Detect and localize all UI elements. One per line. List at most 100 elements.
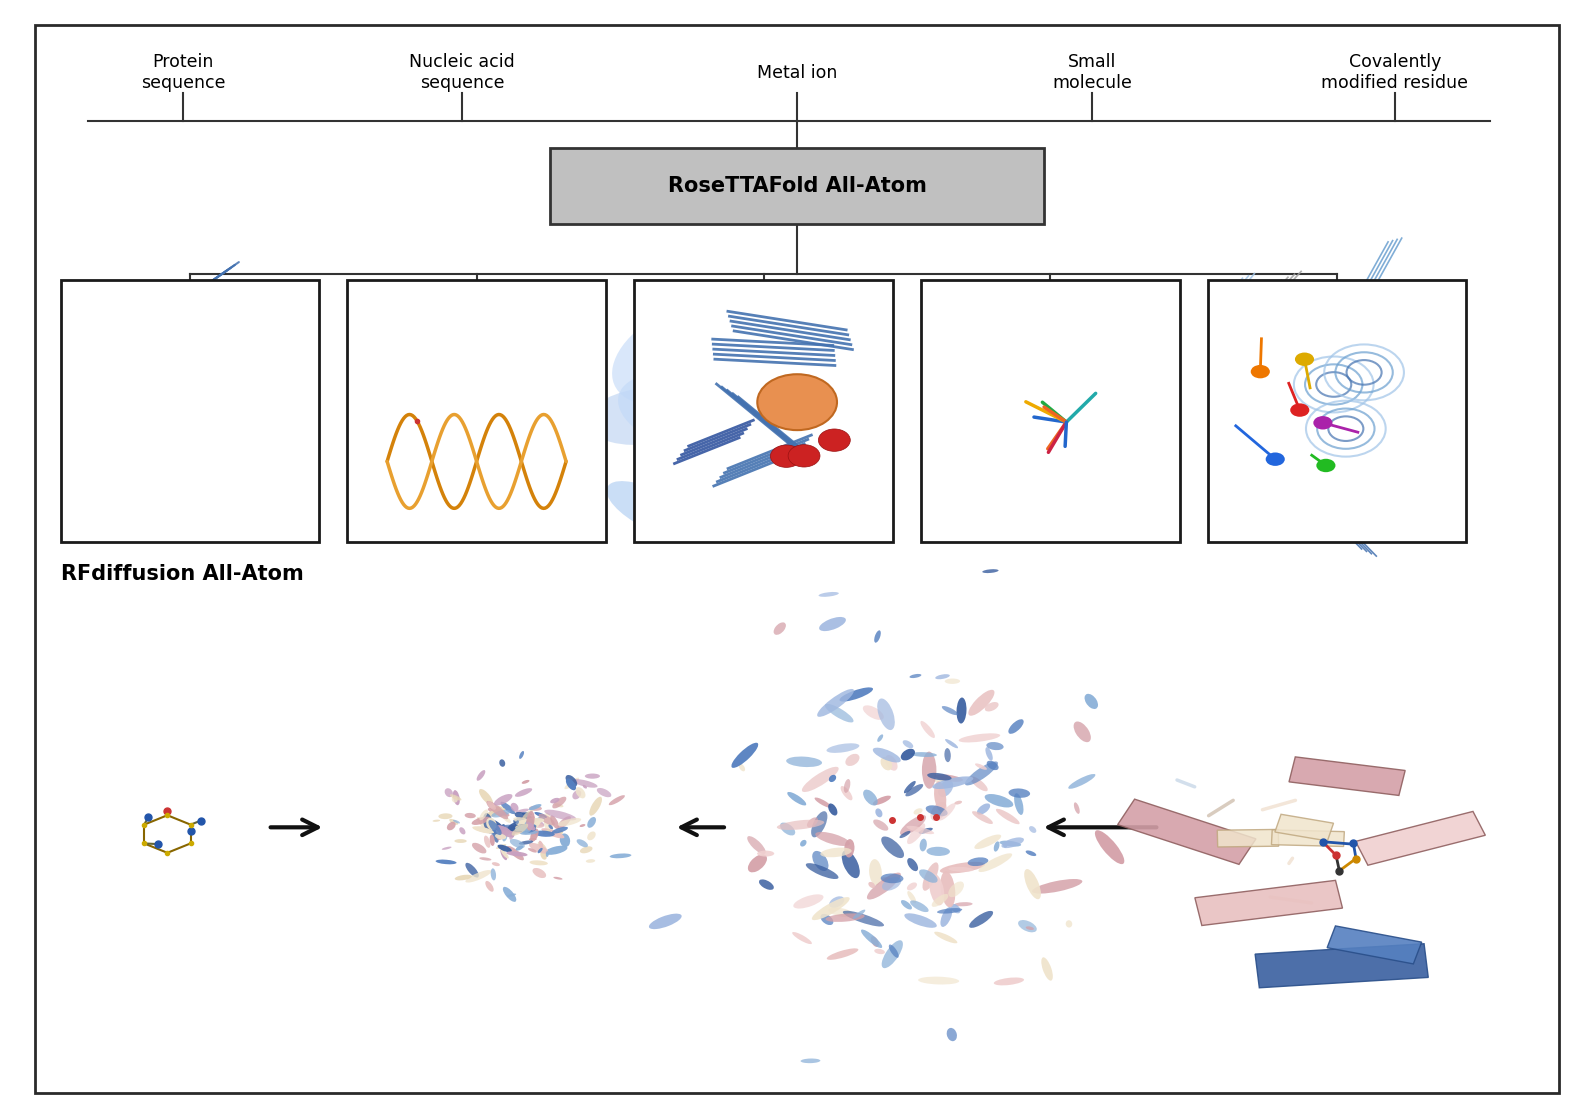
Ellipse shape <box>577 840 588 847</box>
Ellipse shape <box>968 858 988 866</box>
Ellipse shape <box>497 825 516 831</box>
Ellipse shape <box>969 911 993 928</box>
Ellipse shape <box>955 800 963 805</box>
Ellipse shape <box>552 797 566 808</box>
Bar <box>1216 287 1459 534</box>
Circle shape <box>770 445 802 467</box>
Ellipse shape <box>794 894 824 909</box>
Ellipse shape <box>821 847 851 858</box>
Ellipse shape <box>472 816 489 825</box>
Ellipse shape <box>901 900 912 910</box>
Ellipse shape <box>438 813 453 819</box>
Ellipse shape <box>786 757 823 767</box>
Text: Nucleic acid
sequence: Nucleic acid sequence <box>410 54 515 92</box>
Ellipse shape <box>945 739 958 748</box>
Ellipse shape <box>976 764 987 770</box>
Ellipse shape <box>537 847 542 853</box>
Ellipse shape <box>497 844 512 852</box>
Ellipse shape <box>483 813 494 833</box>
Ellipse shape <box>869 859 881 885</box>
Ellipse shape <box>486 817 497 831</box>
Ellipse shape <box>881 836 904 859</box>
Ellipse shape <box>1030 826 1036 833</box>
Text: RFdiffusion All-Atom: RFdiffusion All-Atom <box>61 563 303 584</box>
Ellipse shape <box>931 802 947 821</box>
Ellipse shape <box>901 815 926 835</box>
Ellipse shape <box>867 872 901 900</box>
Ellipse shape <box>518 825 526 831</box>
Ellipse shape <box>539 814 555 825</box>
Ellipse shape <box>934 781 947 813</box>
Ellipse shape <box>800 1059 821 1063</box>
Ellipse shape <box>521 825 526 831</box>
Ellipse shape <box>528 827 536 833</box>
Ellipse shape <box>515 812 532 821</box>
Ellipse shape <box>875 808 883 817</box>
Ellipse shape <box>553 877 563 880</box>
Ellipse shape <box>1009 719 1023 733</box>
Ellipse shape <box>792 932 811 944</box>
Ellipse shape <box>526 817 532 828</box>
Ellipse shape <box>843 911 885 927</box>
Text: Metal ion: Metal ion <box>757 64 837 82</box>
Ellipse shape <box>442 846 451 850</box>
Ellipse shape <box>971 777 988 792</box>
Ellipse shape <box>956 698 966 723</box>
Polygon shape <box>172 316 266 392</box>
Ellipse shape <box>475 826 502 834</box>
Ellipse shape <box>923 862 939 891</box>
Ellipse shape <box>815 797 832 808</box>
Ellipse shape <box>477 817 486 828</box>
Ellipse shape <box>674 345 756 467</box>
Ellipse shape <box>521 827 526 832</box>
Ellipse shape <box>748 854 767 872</box>
Ellipse shape <box>520 831 537 835</box>
Ellipse shape <box>881 877 901 891</box>
Ellipse shape <box>787 792 807 805</box>
Ellipse shape <box>944 748 950 762</box>
Bar <box>550 148 1044 224</box>
Bar <box>347 280 606 542</box>
Ellipse shape <box>515 825 528 832</box>
Ellipse shape <box>1041 957 1052 980</box>
Ellipse shape <box>445 788 453 797</box>
Ellipse shape <box>968 690 995 716</box>
Ellipse shape <box>566 778 575 790</box>
Ellipse shape <box>940 871 955 908</box>
Ellipse shape <box>1068 774 1095 789</box>
Ellipse shape <box>587 387 705 445</box>
Ellipse shape <box>523 809 532 819</box>
Ellipse shape <box>901 749 915 760</box>
Ellipse shape <box>520 841 534 845</box>
Ellipse shape <box>829 804 837 815</box>
Ellipse shape <box>862 705 883 720</box>
Ellipse shape <box>800 840 807 846</box>
Polygon shape <box>147 454 265 515</box>
Ellipse shape <box>529 804 542 811</box>
Ellipse shape <box>612 302 752 405</box>
Ellipse shape <box>818 689 854 717</box>
Ellipse shape <box>913 808 923 815</box>
Ellipse shape <box>920 870 937 883</box>
Ellipse shape <box>807 863 838 879</box>
Ellipse shape <box>521 813 529 819</box>
Ellipse shape <box>488 802 496 809</box>
Ellipse shape <box>558 816 571 828</box>
Ellipse shape <box>918 977 960 985</box>
Ellipse shape <box>738 764 744 771</box>
Ellipse shape <box>552 827 567 834</box>
Ellipse shape <box>993 842 999 852</box>
Ellipse shape <box>972 812 993 824</box>
Ellipse shape <box>874 949 885 954</box>
Ellipse shape <box>465 863 478 878</box>
Ellipse shape <box>921 751 936 788</box>
Ellipse shape <box>874 819 888 831</box>
Ellipse shape <box>459 827 465 834</box>
Ellipse shape <box>544 813 553 834</box>
Ellipse shape <box>1025 869 1041 899</box>
Ellipse shape <box>958 733 999 742</box>
Ellipse shape <box>572 779 598 788</box>
Ellipse shape <box>526 822 536 831</box>
Ellipse shape <box>453 819 461 824</box>
Ellipse shape <box>985 794 1014 807</box>
